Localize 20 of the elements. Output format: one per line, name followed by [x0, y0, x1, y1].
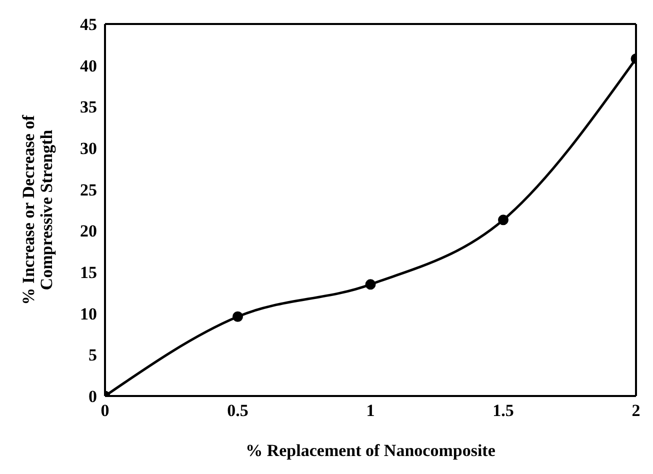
x-tick-label: 1.5 [492, 401, 514, 420]
y-tick-label: 40 [80, 56, 97, 76]
y-tick-label: 10 [80, 304, 97, 324]
y-tick-label: 20 [80, 222, 97, 241]
y-tick-label: 0 [88, 387, 97, 406]
x-axis-title: % Replacement of Nanocomposite [246, 441, 496, 460]
x-tick-label: 0.5 [227, 401, 248, 420]
x-tick-label: 1 [366, 401, 375, 420]
point [232, 311, 243, 322]
y-tick-label: 30 [80, 139, 97, 158]
x-tick-label: 2 [632, 401, 640, 420]
y-tick-label: 25 [80, 180, 97, 200]
y-tick-label: 5 [88, 346, 97, 365]
y-axis-title: % Increase or Decrease of Compressive Strength [19, 114, 56, 305]
y-tick-label: 15 [80, 263, 97, 282]
x-tick-label: 0 [100, 401, 110, 420]
y-tick-label: 45 [80, 15, 97, 34]
point [498, 214, 508, 226]
point [365, 279, 376, 290]
y-tick-label: 35 [80, 98, 97, 117]
